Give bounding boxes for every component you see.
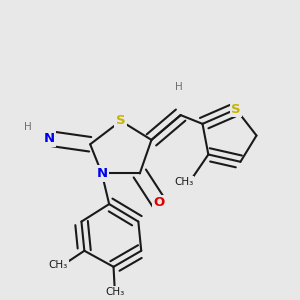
Text: N: N (96, 167, 107, 180)
Text: N: N (44, 132, 55, 145)
Text: H: H (175, 82, 183, 92)
Text: H: H (24, 122, 31, 132)
Text: S: S (116, 114, 126, 128)
Text: S: S (231, 103, 241, 116)
Text: CH₃: CH₃ (105, 286, 124, 297)
Text: CH₃: CH₃ (49, 260, 68, 270)
Text: O: O (153, 196, 164, 209)
Text: CH₃: CH₃ (174, 177, 193, 187)
